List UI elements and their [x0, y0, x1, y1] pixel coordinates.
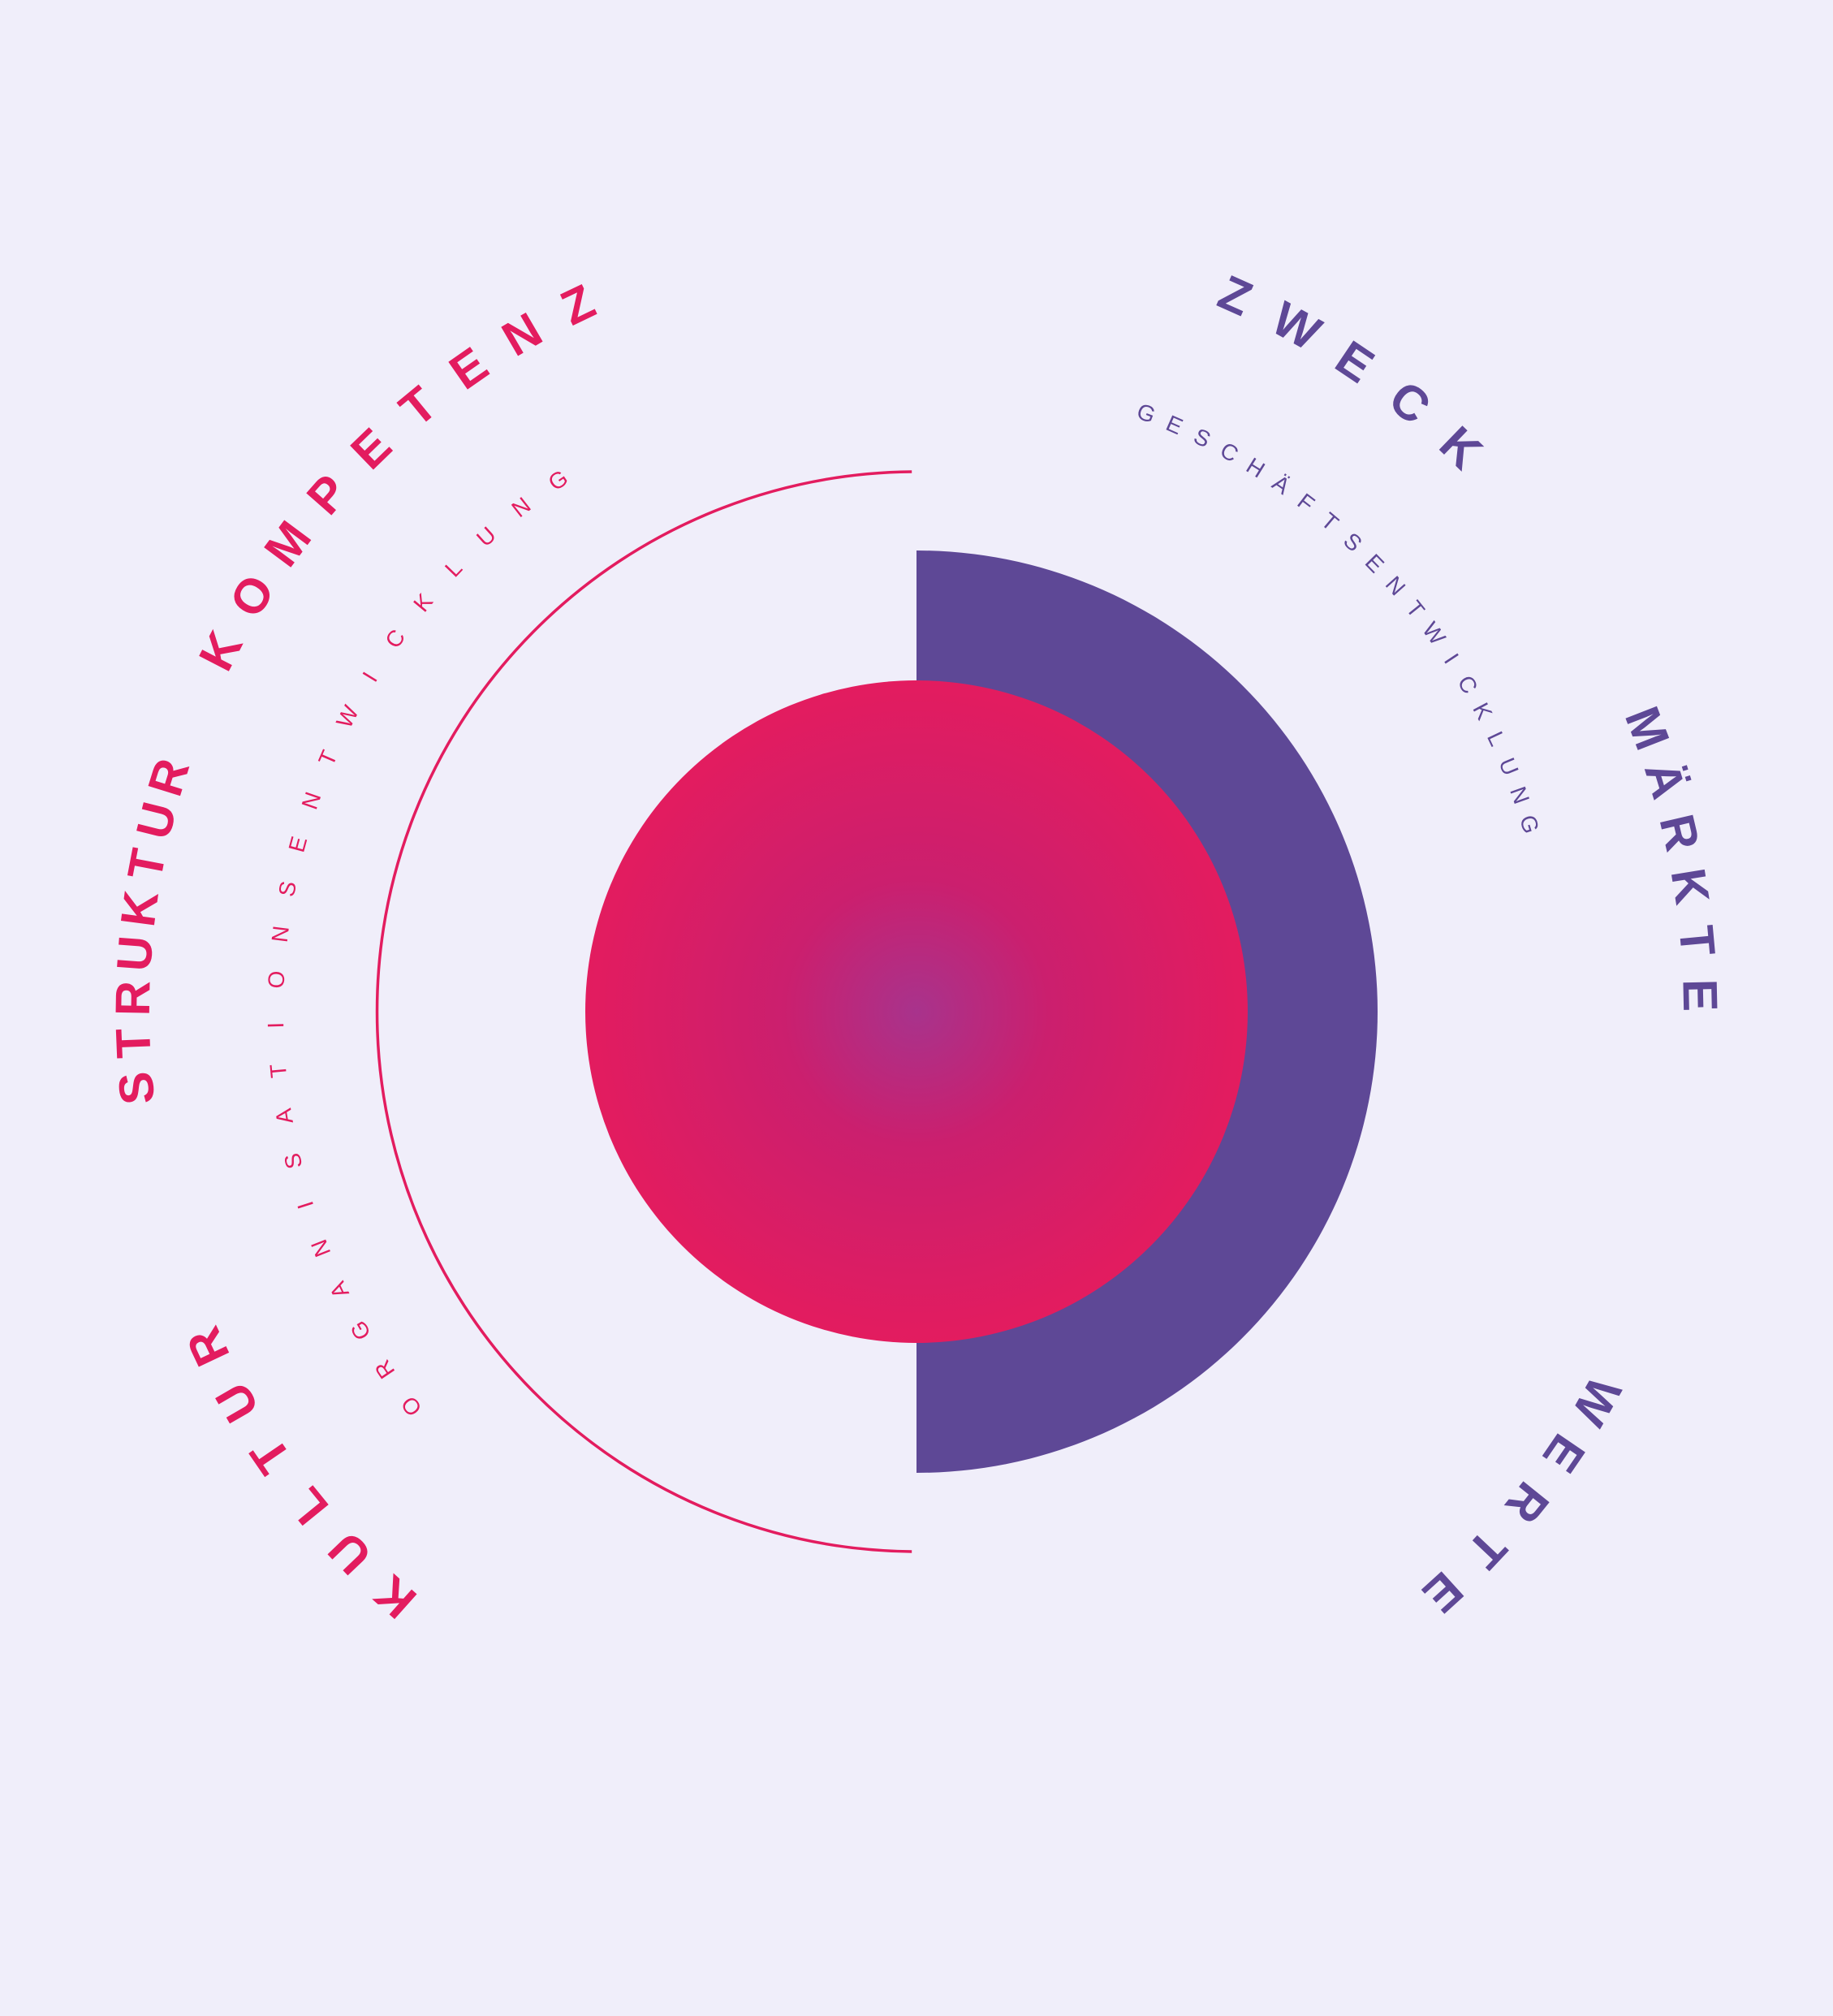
svg-text:E: E	[1672, 978, 1727, 1012]
svg-text:S: S	[108, 1069, 166, 1107]
svg-text:T: T	[1669, 923, 1726, 958]
svg-text:I: I	[263, 1022, 288, 1029]
svg-text:N: N	[267, 924, 294, 943]
svg-text:T: T	[265, 1063, 291, 1079]
svg-text:O: O	[263, 970, 289, 989]
svg-text:T: T	[106, 1027, 161, 1059]
svg-text:R: R	[106, 980, 161, 1016]
svg-text:K: K	[110, 887, 169, 930]
svg-text:U: U	[106, 934, 163, 973]
